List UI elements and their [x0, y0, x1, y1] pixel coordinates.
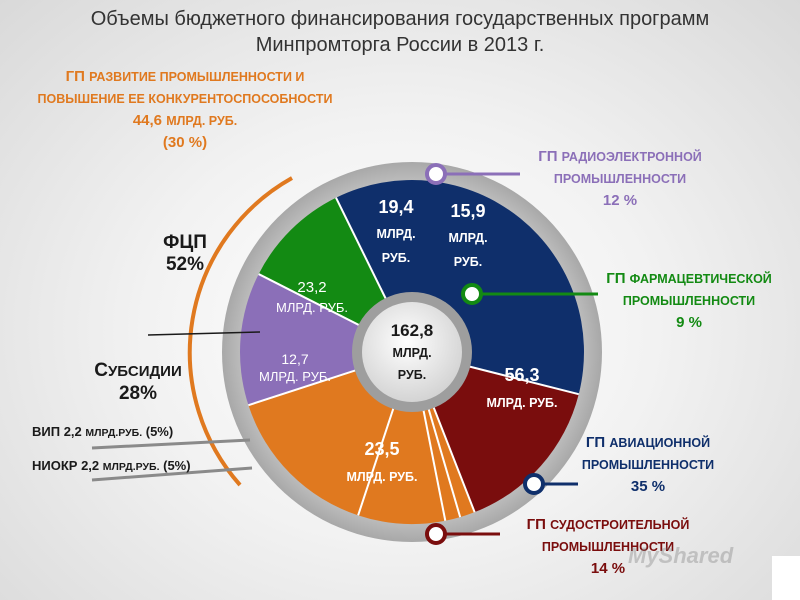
callout-industry-amount: 44,6: [132, 112, 163, 129]
callout-pharma-line1: ФАРМАЦЕВТИЧЕСКОЙ: [629, 272, 772, 286]
callout-radio-line2: ПРОМЫШЛЕННОСТИ: [553, 172, 687, 186]
callout-aviation-line1: АВИАЦИОННОЙ: [609, 436, 711, 450]
aviation-marker: [523, 473, 545, 495]
callout-radio-prefix: ГП: [538, 148, 558, 165]
callout-industry-line2: ПОВЫШЕНИЕ ЕЕ КОНКУРЕНТОСПОСОБНОСТИ: [37, 92, 333, 106]
group-niokr: НИОКР 2,2 МЛРД.РУБ. (5%): [32, 458, 191, 473]
callout-ship-line1: СУДОСТРОИТЕЛЬНОЙ: [550, 518, 690, 532]
callout-industry-line1: РАЗВИТИЕ ПРОМЫШЛЕННОСТИ И: [89, 70, 305, 84]
niokr-leader-line: [91, 466, 253, 482]
callout-industry-amount-unit: МЛРД. РУБ.: [166, 114, 238, 128]
callout-ship: ГП СУДОСТРОИТЕЛЬНОЙ ПРОМЫШЛЕННОСТИ 14 %: [498, 514, 718, 580]
callout-aviation-share: 35 %: [630, 478, 666, 495]
corner-box: [772, 556, 800, 600]
callout-pharma-prefix: ГП: [606, 270, 626, 287]
group-niokr-unit: МЛРД.РУБ.: [102, 461, 160, 473]
slice-value-pharma: 15,9: [450, 201, 486, 221]
pharma-marker: [461, 283, 483, 305]
watermark-text: MyShared: [628, 543, 734, 568]
vip-leader-line: [91, 438, 251, 450]
pie-slice-subsidies: [358, 352, 446, 524]
callout-radio: ГП РАДИОЭЛЕКТРОННОЙ ПРОМЫШЛЕННОСТИ 12 %: [500, 146, 740, 212]
chart-title: Объемы бюджетного финансирования государ…: [20, 6, 780, 58]
group-vip-unit: МЛРД.РУБ.: [85, 427, 143, 439]
callout-pharma-share: 9 %: [676, 314, 702, 331]
callout-ship-prefix: ГП: [526, 516, 546, 533]
center-total: 162,8 МЛРД. РУБ.: [367, 320, 457, 386]
group-fcp: ФЦП 52%: [150, 232, 220, 276]
slice-value-fcp: 23,2: [297, 279, 327, 296]
leader-lines: [91, 163, 598, 545]
group-fcp-share: 52%: [165, 254, 205, 275]
callout-industry-prefix: ГП: [65, 68, 85, 85]
slice-unit-radio: МЛРД. РУБ.: [376, 227, 416, 265]
center-total-unit: МЛРД. РУБ.: [392, 346, 432, 382]
callout-industry: ГП РАЗВИТИЕ ПРОМЫШЛЕННОСТИ И ПОВЫШЕНИЕ Е…: [0, 66, 370, 154]
group-niokr-share: (5%): [163, 458, 191, 473]
slice-label-aviation: 56,3 МЛРД. РУБ.: [462, 364, 582, 414]
callout-industry-share: (30 %): [162, 134, 208, 151]
pie-slice-radio: [239, 274, 412, 406]
slice-label-radio: 19,4 МЛРД. РУБ.: [356, 196, 436, 270]
center-total-value: 162,8: [390, 321, 434, 340]
slice-label-subsidies: 12,7 МЛРД. РУБ.: [240, 350, 350, 386]
group-fcp-label: ФЦП: [163, 232, 207, 253]
slice-unit-fcp: МЛРД. РУБ.: [276, 300, 348, 315]
group-subsidies-share: 28%: [118, 383, 158, 404]
group-vip: ВИП 2,2 МЛРД.РУБ. (5%): [32, 424, 173, 439]
slice-unit-ship: МЛРД. РУБ.: [346, 470, 418, 484]
slice-label-fcp: 23,2 МЛРД. РУБ.: [262, 278, 362, 318]
group-subsidies-first: С: [94, 360, 108, 381]
callout-radio-line1: РАДИОЭЛЕКТРОННОЙ: [561, 150, 702, 164]
callout-aviation: ГП АВИАЦИОННОЙ ПРОМЫШЛЕННОСТИ 35 %: [548, 432, 748, 498]
slice-unit-pharma: МЛРД. РУБ.: [448, 231, 488, 269]
slice-value-radio: 19,4: [378, 197, 414, 217]
slice-label-ship: 23,5 МЛРД. РУБ.: [322, 438, 442, 488]
group-vip-name: ВИП: [32, 424, 61, 439]
callout-radio-share: 12 %: [602, 192, 638, 209]
group-subsidies-rest: УБСИДИИ: [107, 363, 182, 380]
callout-ship-share: 14 %: [590, 560, 626, 577]
callout-pharma-line2: ПРОМЫШЛЕННОСТИ: [622, 294, 756, 308]
slice-value-aviation: 56,3: [504, 365, 540, 385]
title-line-1: Объемы бюджетного финансирования государ…: [90, 8, 710, 30]
group-vip-share: (5%): [145, 424, 174, 439]
fcp-divider-line: [147, 331, 261, 336]
ship-marker: [425, 523, 447, 545]
group-niokr-name: НИОКР: [32, 458, 78, 473]
callout-aviation-prefix: ГП: [585, 434, 606, 451]
callout-aviation-line2: ПРОМЫШЛЕННОСТИ: [581, 458, 715, 472]
title-line-2: Минпромторга России в 2013 г.: [255, 34, 545, 56]
slice-value-ship: 23,5: [364, 439, 400, 459]
center-disc: [362, 302, 462, 402]
radio-marker: [425, 163, 447, 185]
group-niokr-value: 2,2: [81, 458, 100, 473]
slice-label-pharma: 15,9 МЛРД. РУБ.: [428, 200, 508, 274]
callout-pharma: ГП ФАРМАЦЕВТИЧЕСКОЙ ПРОМЫШЛЕННОСТИ 9 %: [578, 268, 800, 334]
group-vip-value: 2,2: [63, 424, 82, 439]
group-subsidies: СУБСИДИИ 28%: [78, 360, 198, 405]
slice-value-subsidies: 12,7: [281, 351, 309, 367]
pie-slice-aviation: [335, 180, 584, 395]
slice-unit-subsidies: МЛРД. РУБ.: [259, 369, 331, 384]
callout-ship-line2: ПРОМЫШЛЕННОСТИ: [541, 540, 675, 554]
slice-unit-aviation: МЛРД. РУБ.: [486, 396, 558, 410]
